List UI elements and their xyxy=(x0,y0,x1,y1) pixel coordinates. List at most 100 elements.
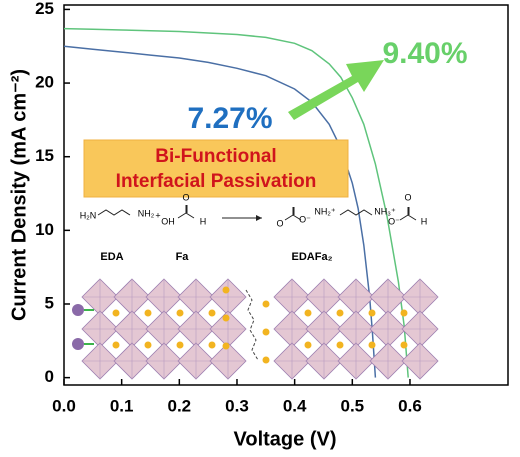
arrow-head xyxy=(256,215,262,221)
atom-label: O⁻ xyxy=(388,216,400,226)
ligand-head xyxy=(72,304,84,316)
octahedron-edge xyxy=(274,279,310,315)
bond xyxy=(339,209,373,216)
octahedron-edge xyxy=(178,279,214,315)
atom-label: O⁻ xyxy=(299,214,311,224)
compound-label: EDAFa₂ xyxy=(292,251,333,263)
inset-box xyxy=(83,139,349,198)
cation xyxy=(336,341,344,349)
y-axis-label: Current Density (mA cm⁻²) xyxy=(8,69,30,321)
octahedron-edge xyxy=(274,343,310,379)
cation xyxy=(208,341,216,349)
octahedron-edge xyxy=(210,279,246,315)
annotation: 9.40% xyxy=(382,37,467,70)
plot-frame xyxy=(63,4,509,386)
cation xyxy=(222,314,230,322)
cation xyxy=(176,341,184,349)
x-axis-label: Voltage (V) xyxy=(234,428,337,450)
atom-label: O xyxy=(276,218,283,228)
atom-label: NH₃⁺ xyxy=(374,206,396,216)
arrow xyxy=(288,60,384,120)
octahedron-edge xyxy=(370,343,406,379)
atom-label: OH xyxy=(161,216,175,226)
bond xyxy=(97,209,131,216)
bond xyxy=(177,205,195,219)
octahedron-edge xyxy=(338,343,374,379)
cation xyxy=(208,309,216,317)
cation xyxy=(262,300,270,308)
cation xyxy=(400,341,408,349)
octahedron-edge xyxy=(402,343,438,379)
octahedron-edge xyxy=(402,279,438,315)
y-tick-label: 15 xyxy=(35,146,54,165)
octahedron-edge xyxy=(370,311,406,347)
atom-label: NH₂ xyxy=(138,208,155,218)
x-tick-label: 0.1 xyxy=(110,396,134,415)
molecule-chain xyxy=(245,289,259,361)
octahedron-edge xyxy=(306,311,342,347)
octahedron-edge xyxy=(178,311,214,347)
data-line xyxy=(63,27,409,378)
y-tick-label: 10 xyxy=(35,220,54,239)
x-tick-label: 0.0 xyxy=(52,396,76,415)
annotation: 7.27% xyxy=(187,102,272,135)
cation xyxy=(368,309,376,317)
octahedron-edge xyxy=(370,279,406,315)
atom-label: H₂N xyxy=(80,210,97,220)
y-tick-label: 5 xyxy=(45,293,54,312)
octahedron-edge xyxy=(338,311,374,347)
octahedron-edge xyxy=(338,279,374,315)
y-tick-label: 25 xyxy=(35,0,54,18)
octahedron-edge xyxy=(114,279,150,315)
cation xyxy=(304,309,312,317)
atom-label: H xyxy=(200,216,207,226)
octahedron-edge xyxy=(274,311,310,347)
octahedron-edge xyxy=(306,279,342,315)
cation xyxy=(112,341,120,349)
octahedron-edge xyxy=(82,343,118,379)
octahedron-edge xyxy=(178,343,214,379)
cation xyxy=(400,309,408,317)
inset-title: Bi-Functional xyxy=(155,146,276,167)
cation xyxy=(336,309,344,317)
cation xyxy=(112,309,120,317)
data-line xyxy=(63,45,377,378)
cation xyxy=(222,286,230,294)
cation xyxy=(144,309,152,317)
x-tick-label: 0.6 xyxy=(398,396,422,415)
ligand-head xyxy=(72,338,84,350)
x-tick-label: 0.2 xyxy=(168,396,192,415)
octahedron-edge xyxy=(402,311,438,347)
cation xyxy=(262,356,270,364)
y-tick-label: 0 xyxy=(45,367,54,386)
bond xyxy=(399,207,417,221)
cation xyxy=(144,341,152,349)
compound-label: EDA xyxy=(100,251,123,263)
octahedron-edge xyxy=(146,279,182,315)
octahedron-edge xyxy=(146,343,182,379)
octahedron-edge xyxy=(82,279,118,315)
cation xyxy=(368,341,376,349)
y-tick-label: 20 xyxy=(35,73,54,92)
atom-label: NH₂⁺ xyxy=(314,206,335,216)
atom-label: H xyxy=(421,216,428,226)
atom-label: + xyxy=(155,210,160,220)
atom-label: O xyxy=(404,192,411,202)
cation xyxy=(222,342,230,350)
octahedron-edge xyxy=(82,311,118,347)
bond xyxy=(284,207,302,221)
octahedron-edge xyxy=(114,311,150,347)
compound-label: Fa xyxy=(176,251,190,263)
cation xyxy=(176,309,184,317)
inset-title: Interfacial Passivation xyxy=(116,171,317,192)
octahedron-edge xyxy=(146,311,182,347)
octahedron-edge xyxy=(114,343,150,379)
octahedron-edge xyxy=(210,343,246,379)
cation xyxy=(304,341,312,349)
cation xyxy=(262,328,270,336)
octahedron-edge xyxy=(306,343,342,379)
x-tick-label: 0.4 xyxy=(283,396,307,415)
atom-label: O xyxy=(182,192,189,202)
x-tick-label: 0.5 xyxy=(340,396,364,415)
